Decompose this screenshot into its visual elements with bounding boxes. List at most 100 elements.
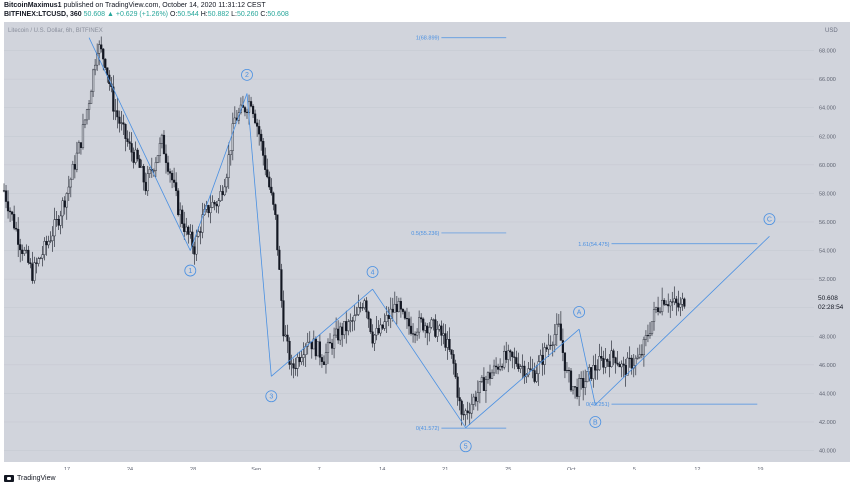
candle-body (197, 231, 200, 237)
candle-body (667, 304, 670, 307)
candle-body (513, 356, 516, 358)
open-value: 50.544 (177, 11, 199, 18)
plot-area[interactable] (4, 22, 814, 462)
candle-body (96, 53, 99, 66)
x-tick-label: 12 (694, 467, 700, 470)
price-chart[interactable]: Litecoin / U.S. Dollar, 6h, BITFINEX USD… (0, 22, 850, 470)
candle-body (446, 339, 449, 348)
candle-body (276, 214, 279, 251)
wave-label-circle (265, 390, 278, 403)
candle-body (389, 308, 392, 319)
candle-body (126, 138, 129, 142)
candle-body (270, 186, 273, 194)
candle-body (175, 182, 178, 191)
candle-body (6, 201, 10, 212)
candle-body (19, 244, 22, 251)
candle-body (474, 396, 477, 402)
candle-body (260, 133, 263, 142)
candle-body (207, 205, 210, 214)
candle-body (185, 226, 188, 232)
candle-body (193, 246, 196, 255)
candle-body (478, 381, 481, 393)
candle-body (357, 307, 360, 315)
y-tick-label: 60.000 (819, 163, 836, 169)
candle-body (132, 152, 135, 163)
wave-4-line[interactable] (271, 288, 373, 377)
y-tick-label: 62.000 (819, 134, 836, 140)
x-tick-label: 24 (127, 467, 133, 470)
candle-body (217, 200, 220, 207)
candle-body (227, 154, 230, 178)
candle-body (592, 365, 595, 379)
fib-level-label: 0(43.251) (586, 402, 610, 408)
candle-body (561, 340, 564, 353)
wave-5-line[interactable] (372, 288, 467, 428)
candle-body (183, 223, 186, 232)
candle-body (683, 298, 686, 307)
last-price-value: 50.608 (818, 295, 838, 302)
candle-body (166, 162, 170, 172)
tradingview-footer[interactable]: TradingView (4, 475, 56, 482)
candle-body (98, 44, 101, 54)
y-tick-label: 56.000 (819, 220, 836, 226)
wave-b-line[interactable] (578, 329, 596, 405)
candle-body (140, 166, 143, 168)
price-axis[interactable] (814, 22, 850, 462)
candle-body (87, 103, 91, 110)
candle-body (27, 249, 30, 263)
candle-body (677, 302, 680, 308)
wave-2-line[interactable] (189, 93, 248, 251)
candle-body (47, 241, 50, 246)
candle-body (596, 369, 599, 371)
candle-body (120, 122, 123, 124)
candle-body (571, 386, 575, 391)
wave-label-4[interactable]: 4 (366, 266, 379, 278)
candle-body (112, 86, 115, 112)
wave-3-line[interactable] (246, 93, 272, 377)
wave-label-2[interactable]: 2 (241, 68, 253, 81)
candle-body (199, 231, 202, 233)
wave-label-1[interactable]: 1 (184, 264, 197, 277)
wave-label-3[interactable]: 3 (265, 390, 278, 403)
author-name[interactable]: BitcoinMaximus1 (4, 2, 62, 9)
wave-label-circle (763, 213, 776, 226)
wave-a-line[interactable] (465, 328, 580, 429)
wave-label-b[interactable]: B (589, 416, 602, 428)
candle-body (405, 318, 409, 320)
candle-body (83, 119, 87, 125)
candle-body (387, 315, 390, 319)
candle-body (681, 298, 684, 305)
candle-body (296, 357, 299, 369)
wave-label-circle (184, 264, 197, 277)
wave-label-a[interactable]: A (573, 306, 585, 318)
candle-body (355, 314, 358, 316)
candle-body (442, 333, 445, 336)
candle-body (543, 347, 546, 365)
wave-label-5[interactable]: 5 (459, 440, 472, 453)
candle-body (492, 365, 496, 374)
candle-body (209, 207, 212, 214)
candle-body (233, 117, 236, 124)
candle-body (663, 299, 666, 305)
wave-label-circle (459, 440, 472, 453)
candle-body (258, 126, 261, 135)
wave-c-line[interactable] (595, 235, 770, 406)
candle-body (559, 323, 562, 341)
wave-1-line[interactable] (88, 37, 191, 251)
candle-body (221, 191, 224, 196)
candle-body (266, 169, 269, 178)
candle-body (272, 192, 275, 205)
candle-body (472, 396, 475, 405)
wave-label-c[interactable]: C (763, 213, 776, 226)
candle-body (256, 122, 259, 127)
candle-body (557, 323, 560, 325)
candle-body (290, 363, 293, 365)
candle-body (409, 325, 413, 334)
candle-body (519, 366, 522, 370)
candle-body (284, 334, 287, 337)
candle-body (35, 262, 38, 264)
candle-body (622, 363, 625, 366)
candle-body (21, 249, 24, 254)
candle-body (563, 352, 567, 371)
candle-body (55, 218, 58, 220)
